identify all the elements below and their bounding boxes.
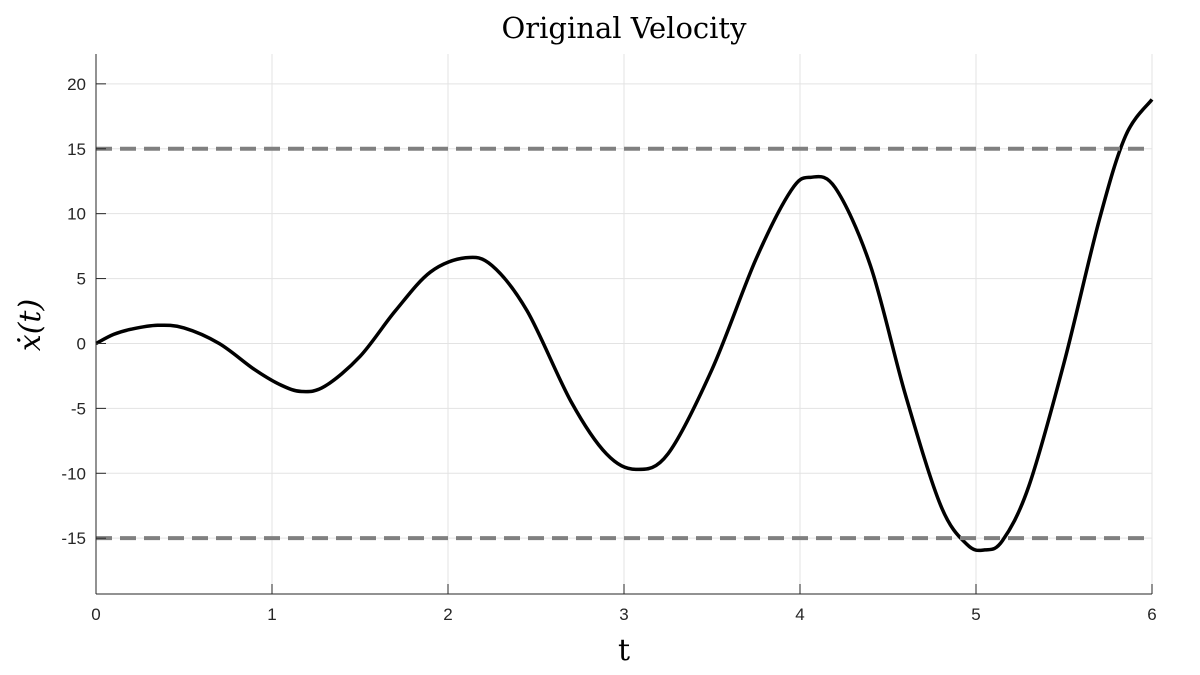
x-tick-label: 2 bbox=[443, 605, 452, 624]
y-tick-label: 5 bbox=[77, 270, 86, 289]
x-tick-label: 0 bbox=[91, 605, 100, 624]
y-tick-label: 20 bbox=[67, 75, 86, 94]
y-axis-label: ẋ(t) bbox=[13, 299, 48, 351]
plot-area bbox=[95, 98, 1154, 553]
velocity-line bbox=[95, 98, 1154, 553]
y-tick-label: -10 bbox=[61, 464, 86, 483]
x-tick-label: 5 bbox=[971, 605, 980, 624]
tick-labels: 0 1 2 3 4 5 6 -15 -10 -5 0 5 10 15 20 bbox=[61, 75, 1156, 624]
axes bbox=[95, 54, 1153, 595]
y-tick-label: -5 bbox=[71, 399, 86, 418]
x-tick-label: 6 bbox=[1147, 605, 1156, 624]
x-tick-label: 4 bbox=[795, 605, 804, 624]
y-tick-label: -15 bbox=[61, 529, 86, 548]
y-tick-label: 15 bbox=[67, 140, 86, 159]
x-tick-label: 1 bbox=[267, 605, 276, 624]
x-axis-label: t bbox=[618, 633, 630, 668]
x-tick-label: 3 bbox=[619, 605, 628, 624]
y-tick-label: 10 bbox=[67, 205, 86, 224]
chart-title: Original Velocity bbox=[502, 11, 748, 45]
y-tick-label: 0 bbox=[77, 334, 86, 353]
grid-lines bbox=[95, 54, 1153, 594]
